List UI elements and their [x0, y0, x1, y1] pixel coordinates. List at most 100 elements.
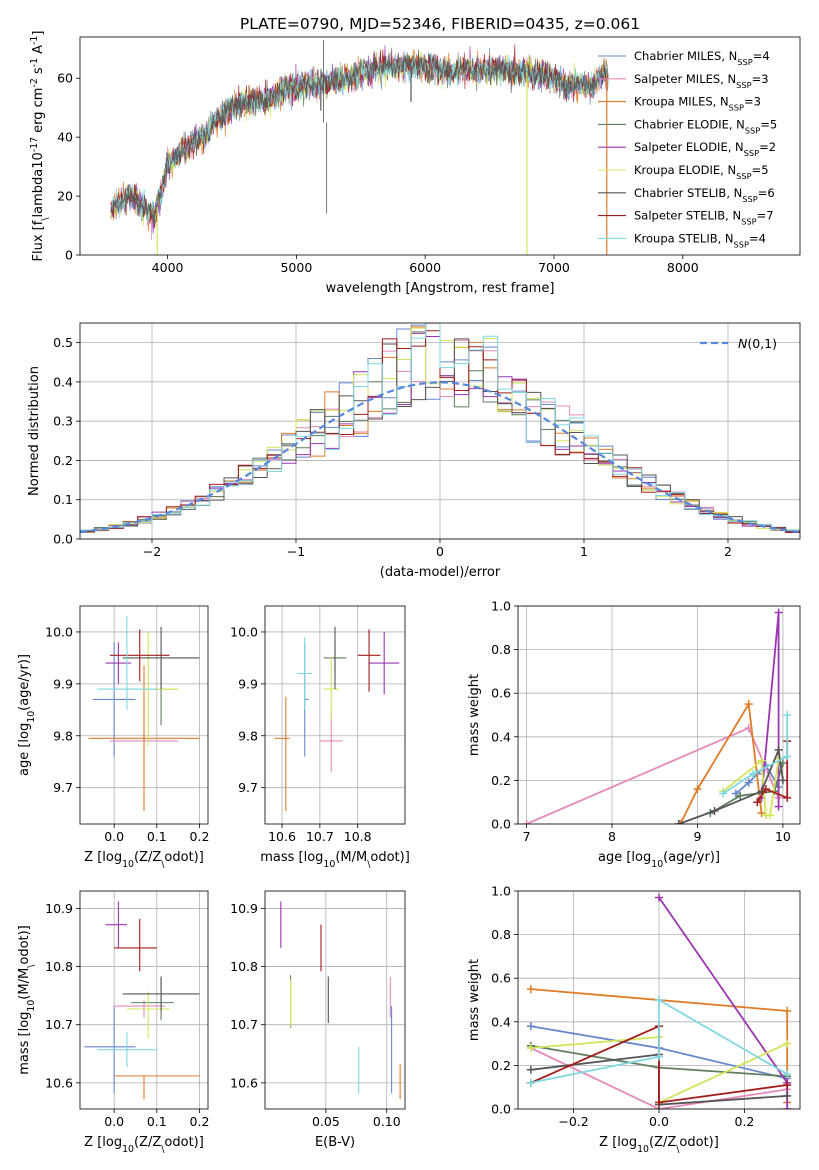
weight-point	[783, 752, 792, 761]
tick-label-x: −2	[143, 544, 161, 559]
residuals-xlabel: (data-model)/error	[380, 565, 501, 580]
weight-point	[783, 1039, 792, 1048]
tick-label-y: 0.4	[491, 729, 511, 744]
weight-point	[674, 820, 683, 824]
tick-label-y: 10.9	[230, 901, 258, 916]
tick-label-y: 60	[57, 71, 73, 86]
residuals-ticks: −2 −1 0 1 2 0.0 0.1 0.2 0.3 0.4 0.5	[53, 335, 732, 559]
tick-label-x: 0	[436, 544, 444, 559]
legend-entry: Salpeter MILES, NSSP=3	[598, 72, 769, 90]
tick-label-y: 10.0	[45, 624, 73, 639]
tick-label-y: 10.0	[230, 624, 258, 639]
weight-point	[731, 789, 740, 798]
weight-point	[526, 1065, 535, 1074]
weight-line	[530, 1024, 788, 1104]
legend-entry: Salpeter ELODIE, NSSP=2	[598, 140, 776, 158]
age-vs-mass-xlabel: mass [log10(M/M\odot)]	[260, 850, 410, 870]
tick-label-x: 0.2	[190, 1114, 210, 1129]
weight-point	[693, 785, 702, 794]
mass-weight-vs-Z-xlabel: Z [log10(Z/Z\odot)]	[599, 1135, 719, 1155]
tick-label-y: 0.6	[491, 686, 511, 701]
age-vs-mass-axes: 10.6 10.7 10.8 9.7 9.8 9.9 10.0 mass [log10(M/M…	[230, 605, 410, 870]
tick-label-y: 0.0	[491, 1102, 511, 1117]
errorbar-point	[357, 629, 381, 692]
tick-label-x: 0.10	[373, 1114, 401, 1129]
tick-label-y: 10.9	[45, 901, 73, 916]
tick-label-y: 10.8	[230, 959, 258, 974]
tick-label-x: 0.1	[147, 1114, 167, 1129]
weight-point	[766, 811, 775, 820]
weight-line	[756, 741, 789, 803]
age-vs-mass-ticks: 10.6 10.7 10.8 9.7 9.8 9.9 10.0	[230, 624, 372, 844]
tick-label-x: 10.7	[306, 829, 334, 844]
weight-point	[783, 1006, 792, 1015]
mass-weight-vs-Z-ticks: −0.2 0.0 0.2 0.0 0.2 0.4 0.6 0.8 1.0	[491, 884, 754, 1130]
mass-weight-vs-Z-frame	[517, 890, 801, 1110]
weight-point	[676, 820, 685, 824]
mass-vs-Z-ticks: 0.0 0.1 0.2 10.6 10.7 10.8 10.9	[45, 901, 209, 1129]
residuals-frame	[79, 322, 801, 540]
tick-label-y: 0.2	[53, 453, 73, 468]
mass-vs-ebv-plot-area	[265, 891, 405, 1109]
spectrum-xlabel: wavelength [Angstrom, rest frame]	[326, 281, 555, 296]
errorbar-point	[126, 991, 170, 1039]
age-vs-Z-frame	[79, 605, 209, 825]
weight-point	[655, 1052, 663, 1061]
legend-entry: Chabrier MILES, NSSP=4	[598, 49, 770, 67]
weight-point	[774, 608, 783, 617]
mass-vs-Z-axes: 0.0 0.1 0.2 10.6 10.7 10.8 10.9 Z [log10(Z/Z\od…	[17, 890, 209, 1155]
tick-label-y: 0.2	[491, 1058, 511, 1073]
errorbar-point	[97, 616, 157, 710]
weight-series	[526, 996, 792, 1087]
tick-label-x: 5000	[280, 260, 312, 275]
weight-line	[530, 998, 788, 1084]
tick-label-y: 1.0	[491, 599, 511, 614]
tick-label-x: 10.6	[268, 829, 296, 844]
tick-label-y: 10.7	[230, 1017, 258, 1032]
weight-line	[722, 715, 789, 795]
legend-entry: Kroupa STELIB, NSSP=4	[598, 231, 766, 249]
residuals-marks	[80, 323, 800, 539]
mass-weight-vs-Z-marks	[526, 893, 792, 1109]
legend-label: Salpeter MILES, NSSP=3	[634, 72, 769, 90]
tick-label-x: 0.1	[147, 829, 167, 844]
weight-point	[774, 745, 783, 754]
tick-label-y: 9.9	[53, 676, 73, 691]
errorbar-point	[114, 918, 157, 972]
tick-label-x: 8000	[667, 260, 699, 275]
mass-vs-Z-marks	[84, 901, 200, 1100]
tick-label-x: 7000	[538, 260, 570, 275]
weight-point	[526, 985, 535, 994]
weight-point	[778, 776, 787, 785]
weight-point	[783, 1091, 792, 1100]
errorbar-point	[88, 665, 200, 812]
mass-vs-Z-xlabel: Z [log10(Z/Z\odot)]	[84, 1135, 204, 1155]
weight-point	[783, 1081, 792, 1090]
tick-label-y: 0.6	[491, 971, 511, 986]
weight-line	[530, 1047, 788, 1109]
tick-label-y: 10.7	[45, 1017, 73, 1032]
weight-series	[719, 711, 792, 798]
weight-point	[526, 1022, 535, 1031]
tick-label-x: 10.8	[344, 829, 372, 844]
tick-label-y: 9.8	[53, 728, 73, 743]
tick-label-x: 7	[523, 829, 531, 844]
tick-label-y: 0.4	[491, 1014, 511, 1029]
spectrum-marks	[110, 39, 609, 255]
mass-weight-vs-age-frame	[517, 605, 801, 825]
mass-vs-Z-ylabel: mass [log10(M/M\odot)]	[17, 925, 37, 1075]
mass-weight-vs-age-marks	[522, 608, 792, 824]
tick-label-y: 0.3	[53, 414, 73, 429]
tick-label-x: 9	[693, 829, 701, 844]
errorbar-point	[97, 1032, 157, 1068]
tick-label-x: 10	[775, 829, 791, 844]
spectrum-line	[110, 48, 609, 227]
tick-label-y: 0.2	[491, 773, 511, 788]
tick-label-y: 1.0	[491, 884, 511, 899]
residuals-axes: −2 −1 0 1 2 0.0 0.1 0.2 0.3 0.4 0.5 (data-model)/er…	[27, 322, 801, 580]
mass-vs-ebv-frame	[264, 890, 406, 1110]
age-vs-mass-frame	[264, 605, 406, 825]
residuals-ylabel: Normed distribution	[27, 366, 42, 496]
tick-label-y: 10.6	[45, 1075, 73, 1090]
